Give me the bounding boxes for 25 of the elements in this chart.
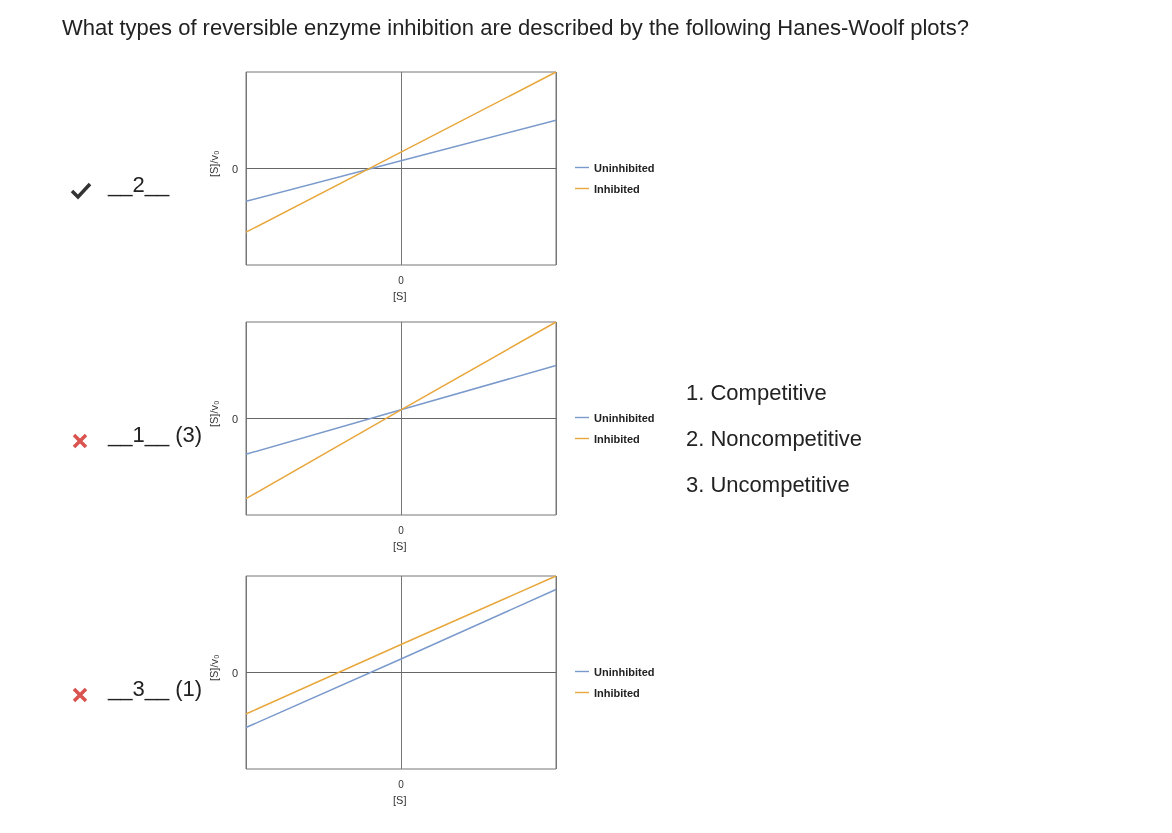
legend-label: Inhibited — [594, 182, 640, 195]
legend-label: Inhibited — [594, 686, 640, 699]
text: 1. Competitive — [686, 380, 827, 406]
text: 0 — [398, 275, 404, 286]
y-axis-title: [S]/v₀ — [207, 654, 220, 682]
text: 2. Noncompetitive — [686, 426, 863, 452]
text: 0 — [398, 525, 404, 536]
ref-line-label: 0 — [231, 162, 238, 175]
x-axis-title: [S] — [393, 539, 407, 552]
text: 0 — [398, 779, 404, 790]
x-axis-title: [S] — [393, 793, 407, 806]
x-axis-title: [S] — [393, 289, 407, 302]
legend-label: Uninhibited — [594, 161, 655, 174]
text: __1__ (3) — [108, 422, 203, 448]
text: What types of reversible enzyme inhibition are described by the following Hanes-Woolf plots? — [62, 15, 969, 41]
y-axis-title: [S]/v₀ — [207, 400, 220, 428]
text: 3. Uncompetitive — [686, 472, 850, 498]
y-axis-title: [S]/v₀ — [207, 150, 220, 178]
text: __3__ (1) — [108, 676, 203, 702]
ref-line-label: 0 — [231, 666, 238, 679]
legend-label: Uninhibited — [594, 665, 655, 678]
legend-label: Uninhibited — [594, 411, 655, 424]
ref-line-label: 0 — [231, 412, 238, 425]
text: __2__ — [108, 172, 170, 198]
legend-label: Inhibited — [594, 432, 640, 445]
